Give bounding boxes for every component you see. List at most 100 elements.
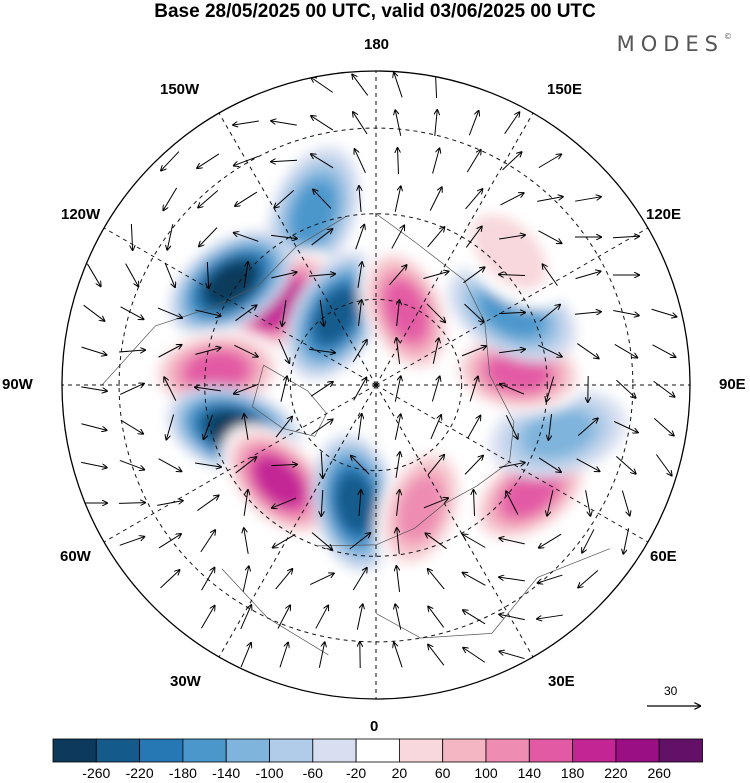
wind-arrow — [161, 151, 180, 171]
wind-arrow — [428, 569, 445, 590]
wind-arrow — [164, 377, 177, 401]
wind-arrow — [271, 272, 296, 279]
wind-arrow — [464, 456, 483, 475]
wind-arrow — [157, 501, 183, 506]
wind-arrow — [277, 605, 290, 629]
wind-arrow — [351, 456, 370, 475]
meridian-line — [375, 221, 659, 386]
wind-arrow — [358, 300, 361, 326]
wind-arrow — [357, 262, 362, 288]
anomaly-center-14 — [451, 194, 567, 310]
colorbar-tick-label: 220 — [604, 765, 628, 781]
wind-arrow — [311, 116, 334, 131]
wind-arrow — [195, 387, 221, 392]
wind-arrow — [271, 160, 298, 161]
map-border — [61, 70, 691, 700]
lon-label-180: 180 — [364, 36, 390, 53]
colorbar-tick-label: 180 — [560, 765, 585, 781]
wind-arrow — [356, 604, 362, 630]
lon-label-120e: 120E — [646, 206, 682, 223]
wind-arrow — [309, 274, 335, 276]
wind-arrow — [119, 459, 144, 469]
lon-label-0: 0 — [370, 718, 379, 735]
wind-arrow — [652, 344, 676, 357]
wind-arrow — [500, 384, 525, 395]
meridian-line — [375, 102, 540, 386]
wind-arrow — [538, 457, 561, 472]
wind-arrow — [578, 570, 599, 587]
wind-arrow — [427, 455, 444, 476]
wind-arrow — [655, 454, 671, 475]
wind-arrow — [157, 307, 182, 318]
wind-arrow — [195, 309, 220, 316]
wind-arrow — [498, 312, 525, 313]
meridian-line — [93, 384, 377, 549]
wind-arrow — [120, 419, 143, 434]
colorbar-tick-label: -60 — [302, 765, 323, 781]
wind-arrow — [243, 490, 248, 516]
graticule — [62, 71, 690, 699]
wind-arrow — [464, 303, 483, 322]
wind-arrow — [538, 230, 562, 243]
wind-arrow — [270, 464, 297, 465]
wind-arrow — [235, 457, 257, 474]
wind-arrow — [539, 305, 560, 322]
wind-arrow — [244, 414, 249, 440]
wind-arrow — [204, 414, 213, 439]
wind-arrow — [396, 566, 401, 592]
wind-arrow — [394, 186, 400, 212]
wind-vectors — [80, 72, 676, 669]
wind-arrow — [118, 503, 145, 504]
wind-arrow — [309, 348, 335, 352]
colorbar-tick-label: -260 — [82, 765, 111, 781]
wind-arrow — [81, 386, 107, 391]
wind-arrow — [463, 573, 486, 586]
brand-name: MODES — [616, 32, 724, 56]
wind-arrow — [463, 648, 486, 663]
wind-arrow — [468, 111, 478, 136]
wind-arrow — [158, 345, 182, 358]
wind-arrow — [548, 414, 551, 440]
wind-arrow — [432, 148, 440, 174]
wind-arrow — [623, 528, 630, 553]
wind-arrow — [389, 265, 406, 286]
wind-arrow — [353, 112, 368, 135]
wind-arrow — [352, 75, 369, 96]
meridian-line — [375, 384, 659, 549]
wind-arrow — [197, 495, 218, 511]
map-disc — [62, 71, 690, 699]
wind-arrow — [120, 306, 144, 319]
wind-arrow — [428, 607, 445, 628]
lon-label-150w: 150W — [160, 81, 200, 98]
wind-arrow — [467, 416, 481, 439]
wind-arrow — [198, 190, 219, 207]
latitude-circle — [289, 298, 463, 472]
lon-label-30w: 30W — [170, 673, 201, 690]
anomaly-center-10 — [489, 389, 627, 479]
wind-arrow — [500, 193, 523, 206]
wind-arrow — [280, 376, 287, 402]
wind-arrow — [575, 197, 601, 202]
wind-arrow — [163, 187, 178, 210]
wind-arrow — [321, 489, 323, 516]
wind-arrow — [585, 490, 591, 516]
wind-arrow — [426, 303, 445, 322]
wind-arrow — [428, 645, 445, 666]
wind-arrow — [195, 348, 220, 355]
wind-arrow — [614, 343, 637, 357]
wind-arrow — [582, 529, 595, 552]
wind-arrow — [282, 300, 287, 326]
wind-arrow — [131, 223, 132, 250]
colorbar-tick-label: -140 — [212, 765, 241, 781]
wind-arrow — [539, 533, 562, 548]
wind-arrow — [234, 383, 259, 393]
wind-arrow — [398, 148, 399, 175]
wind-arrow — [195, 462, 221, 467]
wind-arrow — [86, 263, 100, 286]
wind-arrow — [244, 528, 249, 554]
wind-arrow — [81, 461, 106, 467]
wind-arrow — [499, 274, 526, 275]
colorbar-tick-label: -180 — [168, 765, 197, 781]
wind-arrow — [612, 236, 639, 238]
